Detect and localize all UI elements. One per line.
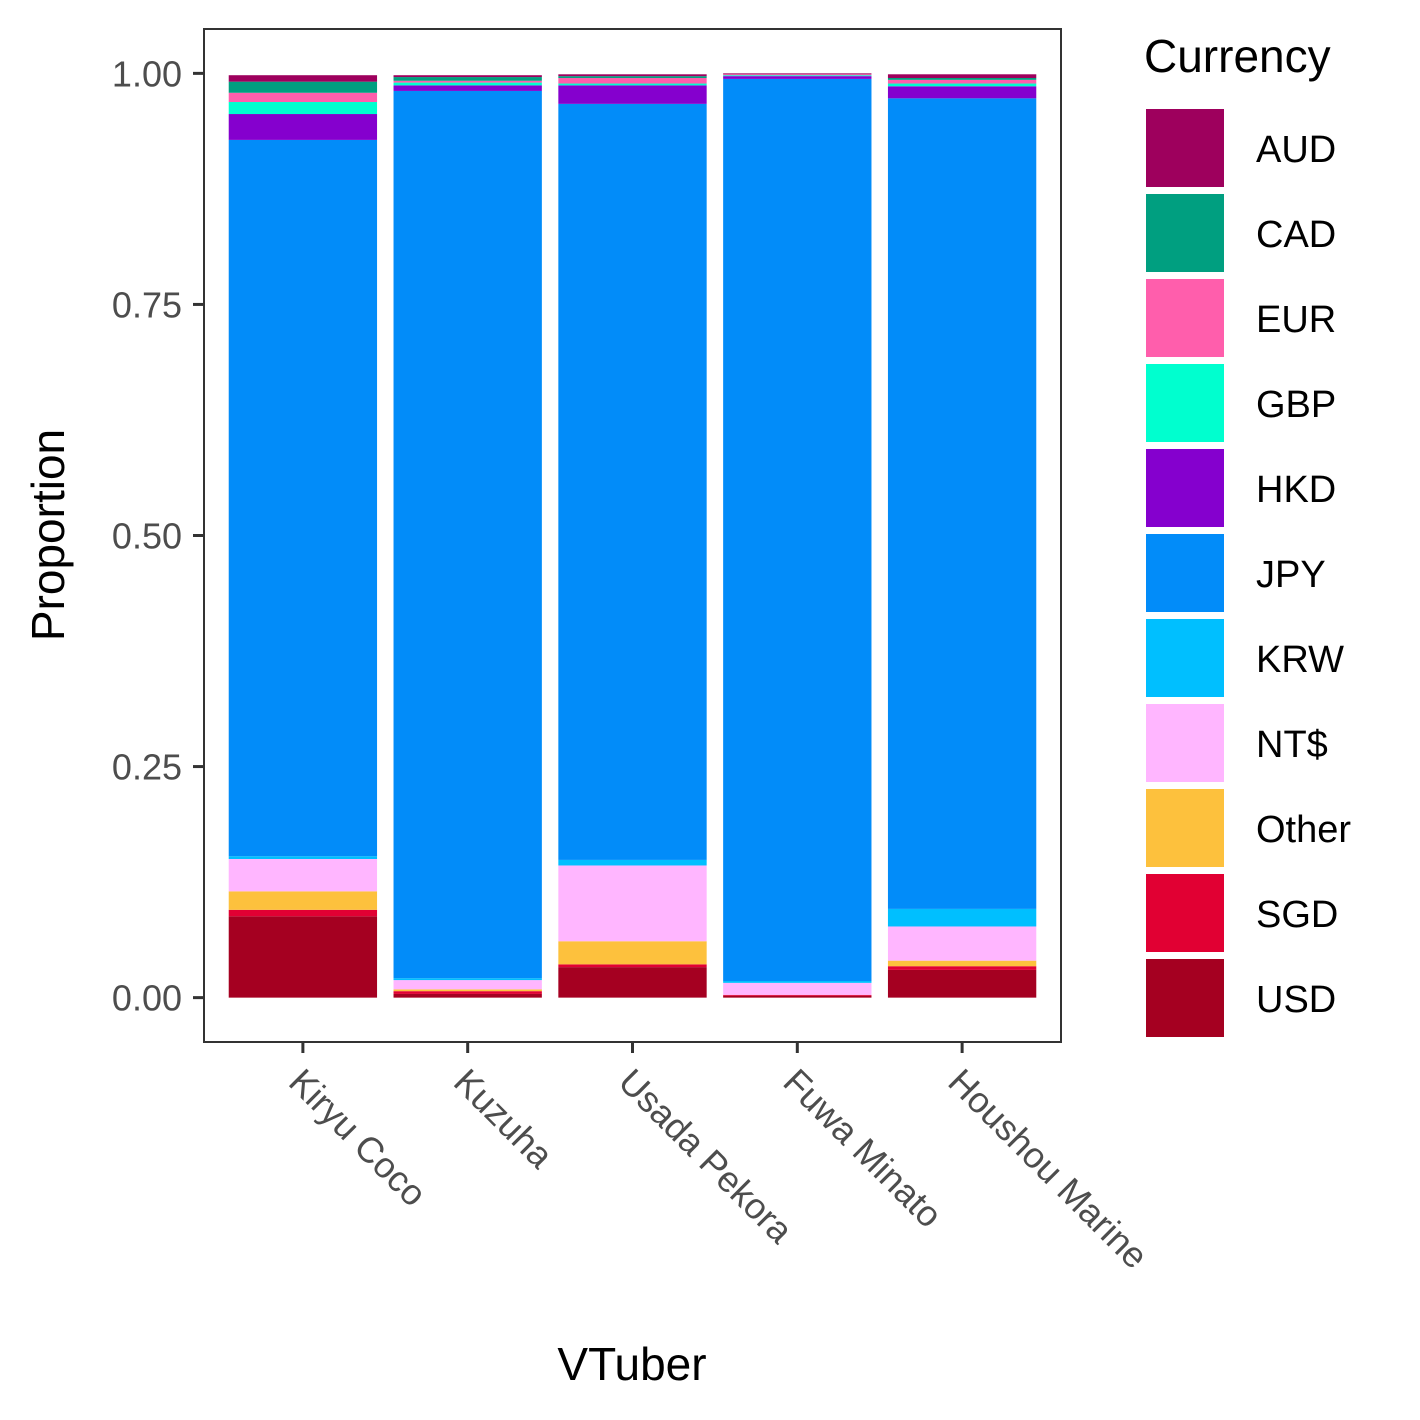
- legend-label-cad: CAD: [1256, 214, 1336, 256]
- y-tick-label: 0.50: [112, 516, 182, 557]
- bar-segment-kuzuha-gbp: [393, 82, 542, 86]
- legend-key-nt-dollar: [1146, 704, 1224, 782]
- x-tick-label-houshou-marine: Houshou Marine: [940, 1061, 1156, 1277]
- bar-segment-kuzuha-hkd: [393, 85, 542, 91]
- x-tick-label-usada-pekora: Usada Pekora: [611, 1061, 802, 1252]
- bar-segment-kiryu-coco-aud: [228, 75, 378, 82]
- y-tick-label: 0.25: [112, 747, 182, 788]
- legend-label-usd: USD: [1256, 979, 1336, 1021]
- legend-key-other: [1146, 789, 1224, 867]
- x-tick-label-kuzuha: Kuzuha: [446, 1061, 562, 1177]
- legend-key-sgd: [1146, 874, 1224, 952]
- bar-segment-kiryu-coco-nt-dollar: [228, 858, 378, 892]
- bar-segment-kiryu-coco-eur: [228, 92, 378, 103]
- bar-segment-usada-pekora-jpy: [558, 103, 707, 860]
- y-axis-title: Proportion: [22, 429, 74, 641]
- bar-segment-usada-pekora-other: [558, 941, 707, 965]
- bar-segment-houshou-marine-eur: [887, 79, 1037, 84]
- bar-segment-houshou-marine-usd: [887, 969, 1037, 998]
- legend-key-hkd: [1146, 449, 1224, 527]
- legend: Currency AUD CAD EUR GBP HKD JPY KRW NT$ Other SG…: [1144, 30, 1351, 1037]
- bar-segment-usada-pekora-krw: [558, 859, 707, 866]
- bar-segment-houshou-marine-sgd: [887, 966, 1037, 970]
- legend-label-other: Other: [1256, 809, 1351, 851]
- bar-segment-kiryu-coco-sgd: [228, 909, 378, 917]
- y-tick-label: 0.75: [112, 284, 182, 325]
- bar-segment-houshou-marine-krw: [887, 908, 1037, 927]
- legend-key-eur: [1146, 279, 1224, 357]
- bar-segment-houshou-marine-cad: [887, 77, 1037, 80]
- bar-segment-usada-pekora-hkd: [558, 85, 707, 104]
- bar-segment-kuzuha-cad: [393, 77, 542, 81]
- legend-label-krw: KRW: [1256, 639, 1344, 681]
- legend-label-aud: AUD: [1256, 129, 1336, 171]
- bar-segment-usada-pekora-cad: [558, 76, 707, 78]
- y-axis: 0.00 0.25 0.50 0.75 1.00: [112, 53, 204, 1019]
- bar-segment-kiryu-coco-other: [228, 891, 378, 910]
- bar-segment-houshou-marine-jpy: [887, 98, 1037, 909]
- bar-segment-kuzuha-other: [393, 989, 542, 992]
- bar-segment-kuzuha-jpy: [393, 90, 542, 979]
- bars-layer: [228, 73, 1037, 998]
- bar-segment-houshou-marine-hkd: [887, 86, 1037, 99]
- legend-label-hkd: HKD: [1256, 469, 1336, 511]
- bar-segment-kuzuha-usd: [393, 993, 542, 998]
- bar-segment-fuwa-minato-usd: [723, 995, 872, 998]
- bar-segment-usada-pekora-eur: [558, 77, 707, 84]
- bar-segment-fuwa-minato-nt-dollar: [723, 982, 872, 995]
- bar-segment-kuzuha-sgd: [393, 991, 542, 994]
- y-tick-label: 1.00: [112, 53, 182, 94]
- bar-segment-kuzuha-aud: [393, 75, 542, 78]
- legend-key-jpy: [1146, 534, 1224, 612]
- legend-key-aud: [1146, 109, 1224, 187]
- bar-segment-usada-pekora-aud: [558, 74, 707, 77]
- bar-segment-houshou-marine-gbp: [887, 83, 1037, 87]
- bar-segment-fuwa-minato-jpy: [723, 78, 872, 981]
- bar-segment-fuwa-minato-hkd: [723, 76, 872, 79]
- bar-segment-kiryu-coco-usd: [228, 916, 378, 998]
- bar-segment-fuwa-minato-eur: [723, 74, 872, 76]
- y-tick-label: 0.00: [112, 978, 182, 1019]
- legend-label-eur: EUR: [1256, 299, 1336, 341]
- bar-segment-fuwa-minato-gbp: [723, 75, 872, 77]
- legend-label-nt-dollar: NT$: [1256, 724, 1328, 766]
- bar-segment-usada-pekora-nt-dollar: [558, 865, 707, 942]
- bar-segment-houshou-marine-nt-dollar: [887, 926, 1037, 961]
- bar-segment-fuwa-minato-sgd: [723, 994, 872, 996]
- bar-segment-kuzuha-nt-dollar: [393, 980, 542, 990]
- x-tick-label-kiryu-coco: Kiryu Coco: [281, 1061, 434, 1214]
- bar-segment-kiryu-coco-cad: [228, 81, 378, 93]
- legend-label-jpy: JPY: [1256, 554, 1326, 596]
- legend-key-gbp: [1146, 364, 1224, 442]
- bar-segment-kiryu-coco-krw: [228, 856, 378, 859]
- legend-key-usd: [1146, 959, 1224, 1037]
- bar-segment-kuzuha-krw: [393, 978, 542, 981]
- x-tick-label-fuwa-minato: Fuwa Minato: [776, 1061, 951, 1236]
- bar-segment-kiryu-coco-gbp: [228, 102, 378, 115]
- x-axis-title: VTuber: [557, 1338, 706, 1390]
- bar-segment-kuzuha-eur: [393, 80, 542, 83]
- bar-segment-kiryu-coco-jpy: [228, 139, 378, 857]
- bar-segment-usada-pekora-usd: [558, 967, 707, 998]
- legend-key-cad: [1146, 194, 1224, 272]
- bar-segment-houshou-marine-other: [887, 960, 1037, 967]
- legend-label-sgd: SGD: [1256, 894, 1338, 936]
- bar-segment-kiryu-coco-hkd: [228, 114, 378, 140]
- legend-label-gbp: GBP: [1256, 384, 1336, 426]
- bar-segment-fuwa-minato-aud: [723, 73, 872, 75]
- bar-segment-houshou-marine-aud: [887, 74, 1037, 78]
- bar-segment-usada-pekora-gbp: [558, 83, 707, 86]
- legend-title: Currency: [1144, 30, 1331, 82]
- legend-key-krw: [1146, 619, 1224, 697]
- bar-segment-fuwa-minato-krw: [723, 981, 872, 983]
- bar-segment-usada-pekora-sgd: [558, 964, 707, 968]
